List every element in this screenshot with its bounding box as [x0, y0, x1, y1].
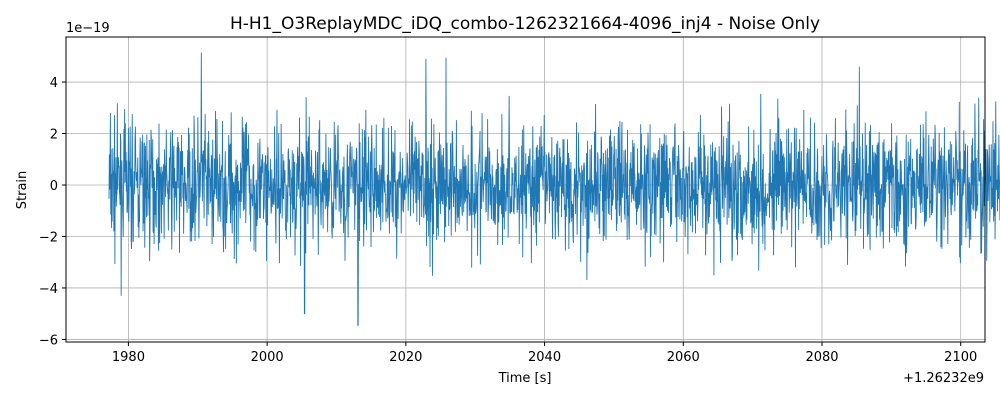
y-tick-label: 0	[50, 179, 58, 194]
y-tick-label: −6	[39, 333, 58, 348]
x-tick-label: 2020	[389, 350, 422, 365]
y-tick-label: 2	[50, 128, 58, 143]
x-tick-label: 2040	[528, 350, 561, 365]
y-tick-label: 4	[50, 76, 58, 91]
x-tick-label: 1980	[112, 350, 145, 365]
x-offset-label: +1.26232e9	[903, 371, 984, 386]
x-tick-label: 2000	[251, 350, 284, 365]
y-tick-label: −2	[39, 230, 58, 245]
x-tick-label: 2080	[805, 350, 838, 365]
x-tick-label: 2100	[944, 350, 977, 365]
x-axis-label: Time [s]	[498, 371, 552, 386]
y-axis-label: Strain	[15, 171, 30, 210]
chart-title: H-H1_O3ReplayMDC_iDQ_combo-1262321664-40…	[230, 14, 820, 34]
x-tick-label: 2060	[667, 350, 700, 365]
y-exponent-label: 1e−19	[66, 21, 110, 36]
y-tick-label: −4	[39, 282, 58, 297]
